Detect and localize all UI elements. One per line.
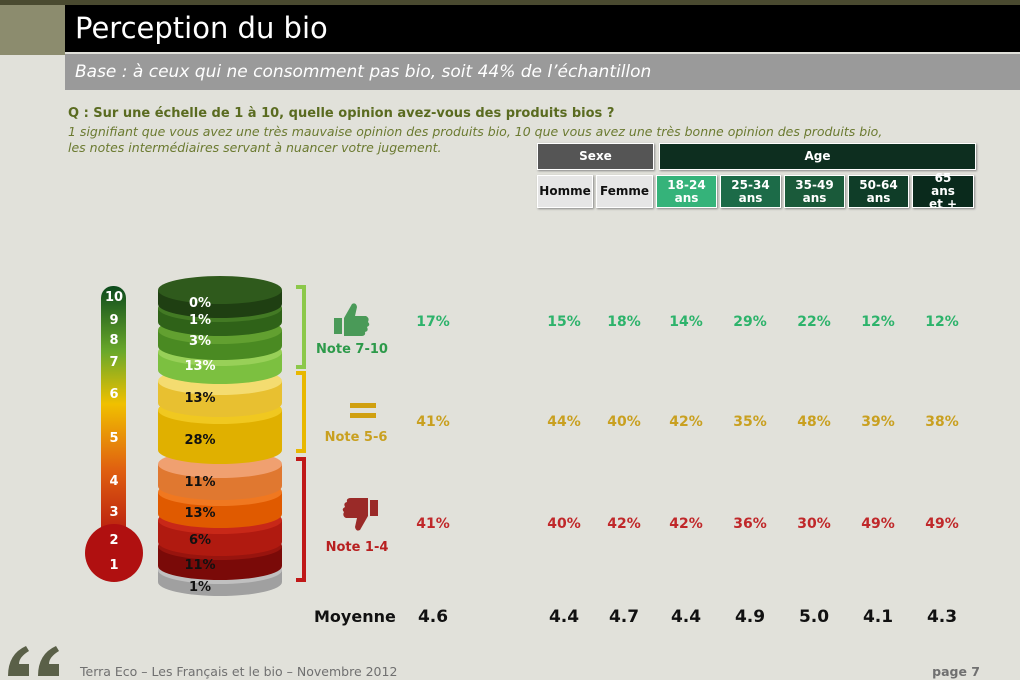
- quote-icon: [8, 646, 59, 676]
- equal-icon: [350, 403, 376, 418]
- scale-label: 2: [109, 533, 118, 548]
- cylinder-label: 1%: [189, 313, 211, 328]
- table-cell: 48%: [797, 414, 831, 430]
- scale-label: 7: [109, 355, 118, 370]
- cylinder-label: 6%: [189, 533, 211, 548]
- table-cell: 44%: [547, 414, 581, 430]
- cylinder-label: 28%: [184, 433, 215, 448]
- top-strip: [0, 0, 1020, 5]
- table-cell: 38%: [925, 414, 959, 430]
- column-header: Homme: [537, 175, 593, 208]
- table-cell: 17%: [416, 314, 450, 330]
- bracket: [296, 457, 306, 582]
- cylinder-cap: [158, 276, 282, 304]
- table-cell: 4.7: [608, 607, 640, 627]
- table-cell: 39%: [861, 414, 895, 430]
- thermometer: [101, 286, 126, 548]
- group-label: Note 5-6: [325, 430, 388, 445]
- scale-label: 1: [109, 558, 118, 573]
- cylinder-label: 1%: [189, 580, 211, 595]
- scale-label: 5: [109, 431, 118, 446]
- table-cell: 4.4: [548, 607, 580, 627]
- cylinder-label: 13%: [184, 391, 215, 406]
- table-cell: 15%: [547, 314, 581, 330]
- title: Perception du bio: [65, 5, 1020, 52]
- table-cell: 22%: [797, 314, 831, 330]
- subtitle: Base : à ceux qui ne consomment pas bio,…: [65, 54, 1020, 90]
- thumbs-down-icon: [342, 498, 378, 531]
- thermometer-bulb: [85, 524, 143, 582]
- cylinder-label: 3%: [189, 334, 211, 349]
- thumbs-up-icon: [334, 303, 370, 336]
- note-line: les notes intermédiaires servant à nuanc…: [68, 140, 442, 155]
- scale-label: 10: [105, 290, 123, 305]
- table-cell: 5.0: [798, 607, 830, 627]
- scale-label: 3: [109, 505, 118, 520]
- column-header: 35-49 ans: [784, 175, 845, 208]
- group-header: Age: [659, 143, 976, 170]
- table-cell: 29%: [733, 314, 767, 330]
- table-cell: 41%: [416, 414, 450, 430]
- cylinder-label: 11%: [184, 475, 215, 490]
- table-cell: 40%: [607, 414, 641, 430]
- column-header: 50-64 ans: [848, 175, 909, 208]
- table-cell: 4.4: [670, 607, 702, 627]
- bracket: [296, 285, 306, 369]
- scale-label: 9: [109, 313, 118, 328]
- table-cell: 42%: [607, 516, 641, 532]
- scale-label: 4: [109, 474, 118, 489]
- table-cell: 4.1: [862, 607, 894, 627]
- table-cell: 42%: [669, 516, 703, 532]
- cylinder-label: 13%: [184, 506, 215, 521]
- corner-block: [0, 5, 65, 55]
- bracket: [296, 371, 306, 453]
- table-cell: 4.6: [417, 607, 449, 627]
- cylinder-disk: [158, 410, 282, 464]
- scale-label: 8: [109, 333, 118, 348]
- table-cell: 49%: [925, 516, 959, 532]
- group-label: Note 7-10: [316, 342, 388, 357]
- table-cell: 36%: [733, 516, 767, 532]
- table-cell: 30%: [797, 516, 831, 532]
- note-line: 1 signifiant que vous avez une très mauv…: [68, 124, 883, 139]
- cylinder-label: 13%: [184, 359, 215, 374]
- table-cell: 40%: [547, 516, 581, 532]
- scale-label: 6: [109, 387, 118, 402]
- column-header: Femme: [596, 175, 653, 208]
- table-cell: 49%: [861, 516, 895, 532]
- cylinder-label: 11%: [184, 558, 215, 573]
- footer-source: Terra Eco – Les Français et le bio – Nov…: [80, 664, 398, 679]
- cylinder: 0% 1% 3% 13% 13% 28% 11% 13% 6% 11% 1%: [158, 276, 282, 596]
- cylinder-label: 0%: [189, 296, 211, 311]
- group-label: Note 1-4: [326, 540, 389, 555]
- table-cell: 35%: [733, 414, 767, 430]
- question: Q : Sur une échelle de 1 à 10, quelle op…: [68, 106, 615, 121]
- table-cell: 18%: [607, 314, 641, 330]
- scale: 10 9 8 7 6 5 4 3 2 1: [105, 290, 123, 573]
- table-cell: 4.3: [926, 607, 958, 627]
- table-cell: 41%: [416, 516, 450, 532]
- table-cell: 12%: [925, 314, 959, 330]
- average-label: Moyenne: [314, 607, 396, 626]
- table-cell: 12%: [861, 314, 895, 330]
- page-number: page 7: [932, 664, 980, 679]
- column-header: 25-34 ans: [720, 175, 781, 208]
- column-header: 18-24 ans: [656, 175, 717, 208]
- question-note: 1 signifiant que vous avez une très mauv…: [68, 124, 882, 156]
- table-cell: 14%: [669, 314, 703, 330]
- table-cell: 4.9: [734, 607, 766, 627]
- group-header: Sexe: [537, 143, 654, 170]
- table-cell: 42%: [669, 414, 703, 430]
- column-header: 65 ans et +: [912, 172, 974, 211]
